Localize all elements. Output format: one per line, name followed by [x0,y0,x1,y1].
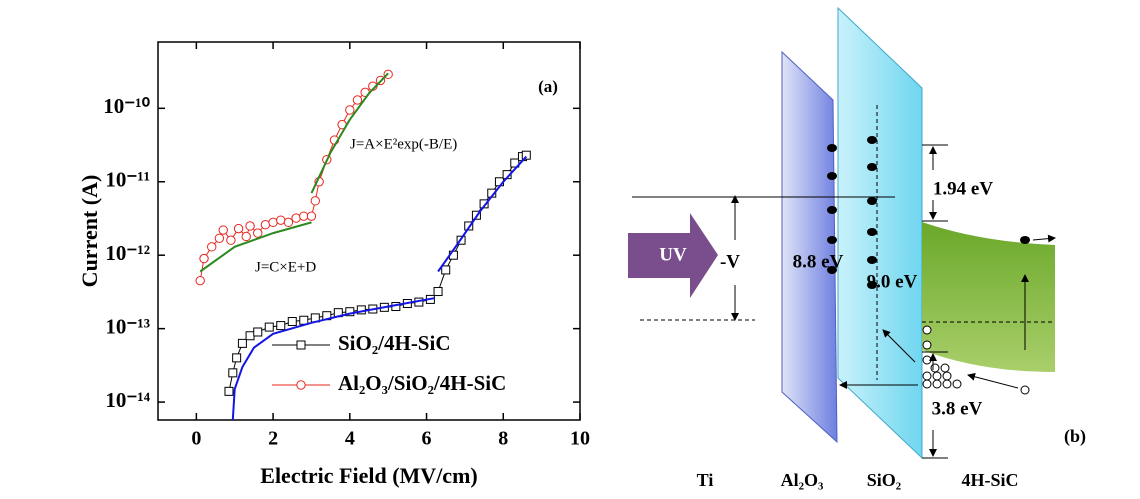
gap-label: 9.0 eV [867,271,918,292]
offset-label: 3.8 eV [932,398,983,419]
y-tick-label: 10⁻¹¹ [105,168,150,192]
gap-label: 8.8 eV [793,251,844,272]
marker [227,236,235,244]
sio2-layer [838,8,922,458]
x-tick-label: 2 [268,428,278,450]
layer-label: Al₂O₃ [781,470,824,490]
marker [242,232,250,240]
x-tick-label: 6 [422,428,432,450]
marker [346,106,354,114]
figure: Electric Field (MV/cm) Current (A) (a) J… [0,0,1140,499]
marker [219,226,227,234]
legend-marker [297,341,305,349]
band-diagram: UV -V 8.8 eV 9.0 eV 1.94 eV 3.8 eV (b) T… [628,8,1086,490]
x-tick-label: 0 [191,428,201,450]
fit-label: J=C×E+D [255,259,316,275]
layer-label: 4H-SiC [961,470,1018,490]
y-tick-label: 10⁻¹⁰ [103,94,150,118]
layer-label: Ti [697,470,714,490]
y-axis-label: Current (A) [77,175,102,288]
al2o3-layer [782,52,837,442]
marker [292,214,300,222]
marker [442,266,450,274]
panel-label: (a) [538,77,558,96]
marker [307,212,315,220]
marker [261,221,269,229]
x-tick-label: 8 [498,428,508,450]
marker [269,218,277,226]
y-tick-label: 10⁻¹² [105,241,150,265]
offset-label: 1.94 eV [933,178,993,199]
fit-line [312,73,389,193]
y-tick-label: 10⁻¹³ [105,314,150,338]
fit-line [438,157,526,272]
marker [246,222,254,230]
marker [225,387,233,395]
marker [233,354,241,362]
marker [200,254,208,262]
marker [277,322,285,330]
x-tick-label: 10 [570,428,590,450]
x-axis-label: Electric Field (MV/cm) [260,463,477,488]
y-tick-label: 10⁻¹⁴ [105,388,150,412]
uv-label: UV [659,244,687,265]
marker [353,96,361,104]
marker [246,332,254,340]
arrow [968,375,1018,388]
marker [311,197,319,205]
marker [234,224,242,232]
panel-label: (b) [1064,426,1086,447]
sic-band [922,222,1055,372]
legend-label: Al₂O₃/SiO₂/4H-SiC [338,371,506,395]
bias-label: -V [720,251,740,272]
legend-label: SiO₂/4H-SiC [338,331,451,355]
marker [434,288,442,296]
marker [196,276,204,284]
marker [215,234,223,242]
arrow [1033,238,1055,240]
legend-marker [297,381,305,389]
marker [300,212,308,220]
marker [284,218,292,226]
marker [254,229,262,237]
x-tick-label: 4 [345,428,355,450]
marker [265,323,273,331]
marker [300,316,308,324]
fit-label: J=A×E²exp(-B/E) [350,136,457,152]
marker [254,328,262,336]
marker [288,318,296,326]
marker [208,243,216,251]
marker [238,339,246,347]
layer-label: SiO₂ [867,470,901,490]
marker [277,216,285,224]
plot: 0 2 4 6 8 10 10⁻¹⁴ 10⁻¹³ 10⁻¹² 10⁻¹¹ 10⁻¹⁰ SiO₂/4H-… [103,42,590,450]
fit-line [233,298,434,420]
marker [229,369,237,377]
